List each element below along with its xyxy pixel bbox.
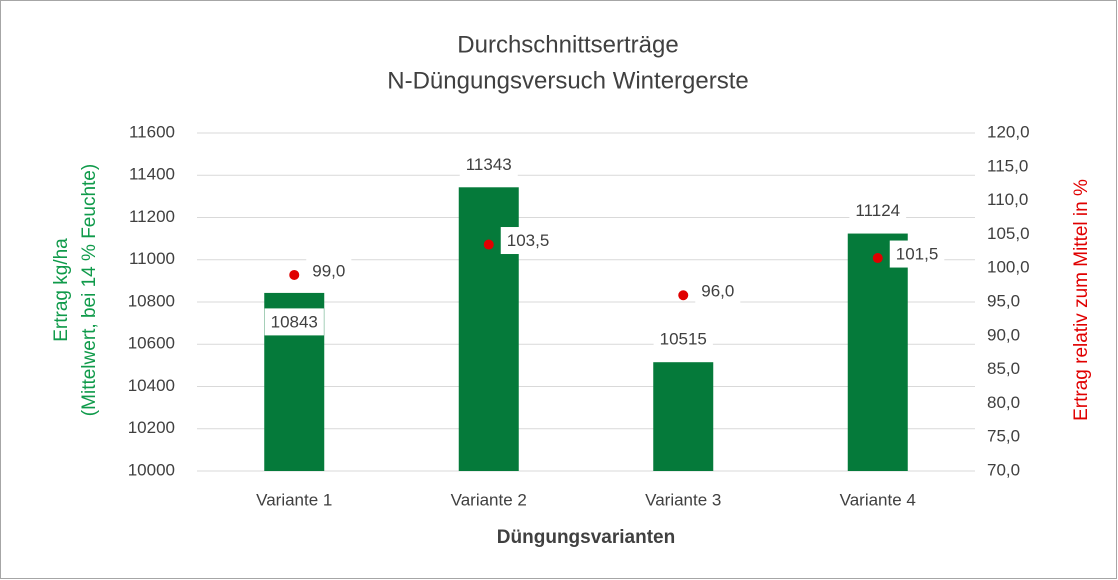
point	[289, 269, 300, 280]
y2-axis-label: Ertrag relativ zum Mittel in %	[1071, 179, 1092, 421]
x-axis-label: Düngungsvarianten	[497, 527, 675, 548]
x-tick-label: Variante 4	[840, 490, 916, 509]
y-tick-label: 11000	[129, 249, 175, 268]
data-label-box	[306, 257, 352, 285]
y2-tick-label: 95,0	[987, 291, 1020, 310]
data-label-box	[695, 277, 741, 305]
x-tick-label: Variante 1	[256, 490, 332, 509]
y-tick-label: 11200	[129, 207, 175, 226]
data-label-box	[500, 227, 556, 255]
x-tick-label: Variante 2	[451, 490, 527, 509]
bar	[847, 233, 908, 471]
x-tick-label: Variante 3	[645, 490, 721, 509]
point	[483, 239, 494, 250]
y2-tick-label: 115,0	[987, 156, 1028, 175]
point	[872, 253, 883, 264]
y-tick-label: 10800	[128, 291, 175, 310]
data-label: 10515	[660, 330, 707, 349]
y-tick-label: 11400	[129, 165, 175, 184]
chart-subtitle: N-Düngungsversuch Wintergerste	[387, 67, 749, 94]
y2-tick-label: 75,0	[987, 427, 1020, 446]
data-label: 103,5	[507, 231, 550, 250]
point	[678, 290, 689, 301]
data-label-box	[459, 150, 518, 178]
y2-tick-label: 105,0	[987, 224, 1030, 243]
y2-tick-label: 70,0	[987, 460, 1020, 479]
bar	[653, 362, 714, 471]
chart-title: Durchschnittserträge	[457, 31, 678, 58]
y-tick-label: 11600	[129, 122, 175, 141]
y2-tick-label: 120,0	[987, 122, 1030, 141]
data-label: 11343	[466, 155, 512, 174]
y-tick-label: 10600	[128, 334, 175, 353]
y-axis-label: (Mittelwert, bei 14 % Feuchte)	[79, 164, 100, 416]
data-label: 96,0	[701, 282, 734, 301]
y2-tick-label: 100,0	[987, 258, 1030, 277]
data-label-box	[653, 325, 713, 353]
data-label: 101,5	[896, 245, 939, 264]
data-label: 11124	[855, 201, 900, 220]
data-label: 10843	[271, 312, 318, 331]
y-axis-label: Ertrag kg/ha	[51, 238, 72, 342]
y-tick-label: 10000	[128, 460, 175, 479]
data-label: 99,0	[312, 261, 345, 280]
y-tick-label: 10400	[128, 376, 175, 395]
data-label-box	[849, 197, 907, 225]
y2-tick-label: 85,0	[987, 359, 1020, 378]
data-label-box	[889, 240, 945, 268]
y2-tick-label: 80,0	[987, 393, 1020, 412]
y2-tick-label: 90,0	[987, 325, 1020, 344]
y2-tick-label: 110,0	[987, 190, 1028, 209]
y-tick-label: 10200	[128, 418, 175, 437]
data-label-box	[264, 308, 324, 336]
